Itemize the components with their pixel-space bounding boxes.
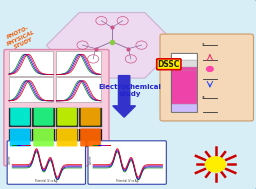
- FancyBboxPatch shape: [171, 67, 197, 70]
- FancyBboxPatch shape: [171, 70, 197, 104]
- FancyBboxPatch shape: [171, 104, 197, 112]
- FancyBboxPatch shape: [81, 108, 100, 126]
- Text: CB: CB: [202, 43, 205, 47]
- Circle shape: [206, 157, 226, 172]
- FancyBboxPatch shape: [10, 129, 30, 146]
- FancyBboxPatch shape: [33, 129, 54, 146]
- FancyBboxPatch shape: [4, 50, 109, 166]
- Text: Electrochemical
study: Electrochemical study: [98, 84, 161, 98]
- FancyBboxPatch shape: [57, 129, 77, 146]
- FancyBboxPatch shape: [57, 108, 77, 126]
- Circle shape: [207, 67, 213, 71]
- Text: PHOTO-
PHYSICAL
STUDY: PHOTO- PHYSICAL STUDY: [4, 24, 38, 52]
- FancyBboxPatch shape: [9, 108, 31, 127]
- FancyArrow shape: [113, 76, 135, 117]
- FancyBboxPatch shape: [56, 51, 101, 76]
- FancyBboxPatch shape: [34, 108, 54, 126]
- FancyBboxPatch shape: [56, 108, 78, 127]
- Text: Potential (V vs Ag): Potential (V vs Ag): [116, 179, 139, 183]
- FancyBboxPatch shape: [79, 129, 102, 147]
- FancyBboxPatch shape: [79, 108, 102, 127]
- Text: DSSC: DSSC: [158, 60, 180, 69]
- FancyBboxPatch shape: [9, 51, 53, 76]
- FancyBboxPatch shape: [171, 60, 197, 67]
- Text: Current: Current: [8, 154, 12, 163]
- FancyBboxPatch shape: [88, 141, 166, 184]
- FancyBboxPatch shape: [171, 53, 197, 60]
- Text: VB: VB: [202, 96, 205, 100]
- Text: Current: Current: [89, 154, 92, 163]
- Text: Potential (V vs Ag): Potential (V vs Ag): [35, 179, 58, 183]
- FancyBboxPatch shape: [9, 129, 31, 147]
- FancyBboxPatch shape: [9, 77, 53, 102]
- FancyBboxPatch shape: [160, 34, 253, 121]
- FancyBboxPatch shape: [33, 129, 55, 147]
- FancyBboxPatch shape: [56, 77, 101, 102]
- FancyBboxPatch shape: [56, 129, 78, 147]
- FancyBboxPatch shape: [7, 141, 86, 184]
- Polygon shape: [46, 13, 178, 78]
- FancyBboxPatch shape: [33, 108, 55, 127]
- FancyBboxPatch shape: [10, 108, 30, 126]
- FancyBboxPatch shape: [80, 129, 101, 146]
